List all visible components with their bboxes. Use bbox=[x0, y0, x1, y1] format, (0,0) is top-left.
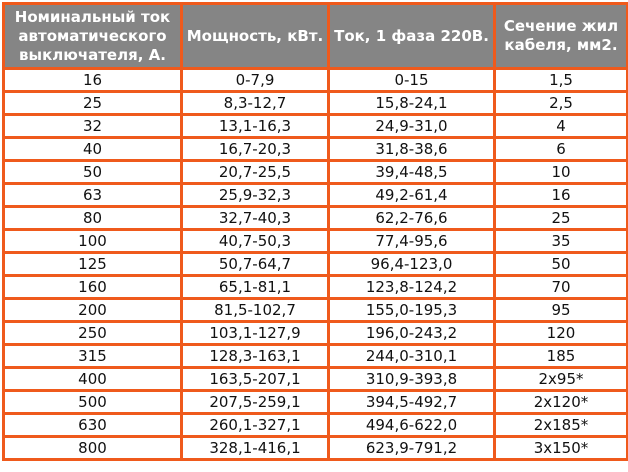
table-cell: 16,7-20,3 bbox=[180, 136, 330, 162]
table-cell: 96,4-123,0 bbox=[327, 251, 496, 277]
table-row: 50 20,7-25,5 39,4-48,5 10 bbox=[2, 159, 628, 185]
header-cell: Мощность, кВт. bbox=[180, 2, 330, 70]
table-cell: 800 bbox=[2, 435, 183, 461]
table-cell: 77,4-95,6 bbox=[327, 228, 496, 254]
table-cell: 32,7-40,3 bbox=[180, 205, 330, 231]
table-cell: 25 bbox=[493, 205, 628, 231]
table-row: 200 81,5-102,7 155,0-195,3 95 bbox=[2, 297, 628, 323]
table-cell: 400 bbox=[2, 366, 183, 392]
table-cell: 35 bbox=[493, 228, 628, 254]
table-row: 100 40,7-50,3 77,4-95,6 35 bbox=[2, 228, 628, 254]
table-cell: 207,5-259,1 bbox=[180, 389, 330, 415]
table-cell: 163,5-207,1 bbox=[180, 366, 330, 392]
table-row: 250 103,1-127,9 196,0-243,2 120 bbox=[2, 320, 628, 346]
power-table: Номинальный ток автоматического выключат… bbox=[2, 2, 628, 461]
table-cell: 65,1-81,1 bbox=[180, 274, 330, 300]
table-cell: 16 bbox=[493, 182, 628, 208]
table-body: 16 0-7,9 0-15 1,5 25 8,3-12,7 15,8-24,1 2,5 32 13… bbox=[2, 67, 628, 461]
table-cell: 40,7-50,3 bbox=[180, 228, 330, 254]
table-cell: 16 bbox=[2, 67, 183, 93]
table-row: 500 207,5-259,1 394,5-492,7 2х120* bbox=[2, 389, 628, 415]
table-cell: 3х150* bbox=[493, 435, 628, 461]
table-row: 125 50,7-64,7 96,4-123,0 50 bbox=[2, 251, 628, 277]
table-cell: 25 bbox=[2, 90, 183, 116]
table-cell: 20,7-25,5 bbox=[180, 159, 330, 185]
table-cell: 2х185* bbox=[493, 412, 628, 438]
table-cell: 25,9-32,3 bbox=[180, 182, 330, 208]
table-cell: 40 bbox=[2, 136, 183, 162]
table-cell: 39,4-48,5 bbox=[327, 159, 496, 185]
table-row: 400 163,5-207,1 310,9-393,8 2х95* bbox=[2, 366, 628, 392]
table-cell: 260,1-327,1 bbox=[180, 412, 330, 438]
table-cell: 315 bbox=[2, 343, 183, 369]
table-cell: 128,3-163,1 bbox=[180, 343, 330, 369]
table-row: 63 25,9-32,3 49,2-61,4 16 bbox=[2, 182, 628, 208]
table-cell: 10 bbox=[493, 159, 628, 185]
table-cell: 50 bbox=[2, 159, 183, 185]
table-cell: 80 bbox=[2, 205, 183, 231]
table-cell: 31,8-38,6 bbox=[327, 136, 496, 162]
table-cell: 103,1-127,9 bbox=[180, 320, 330, 346]
table-cell: 630 bbox=[2, 412, 183, 438]
table-row: 315 128,3-163,1 244,0-310,1 185 bbox=[2, 343, 628, 369]
table-cell: 200 bbox=[2, 297, 183, 323]
table-cell: 120 bbox=[493, 320, 628, 346]
table-row: 25 8,3-12,7 15,8-24,1 2,5 bbox=[2, 90, 628, 116]
table-cell: 8,3-12,7 bbox=[180, 90, 330, 116]
table-row: 40 16,7-20,3 31,8-38,6 6 bbox=[2, 136, 628, 162]
table-cell: 15,8-24,1 bbox=[327, 90, 496, 116]
table-cell: 244,0-310,1 bbox=[327, 343, 496, 369]
table-cell: 0-15 bbox=[327, 67, 496, 93]
table-cell: 2,5 bbox=[493, 90, 628, 116]
header-cell: Ток, 1 фаза 220В. bbox=[327, 2, 496, 70]
table-cell: 155,0-195,3 bbox=[327, 297, 496, 323]
header-cell: Номинальный ток автоматического выключат… bbox=[2, 2, 183, 70]
table-cell: 500 bbox=[2, 389, 183, 415]
table-row: 80 32,7-40,3 62,2-76,6 25 bbox=[2, 205, 628, 231]
header-cell: Сечение жил кабеля, мм2. bbox=[493, 2, 628, 70]
table-cell: 62,2-76,6 bbox=[327, 205, 496, 231]
table-cell: 100 bbox=[2, 228, 183, 254]
table-cell: 196,0-243,2 bbox=[327, 320, 496, 346]
table-cell: 310,9-393,8 bbox=[327, 366, 496, 392]
table-row: 160 65,1-81,1 123,8-124,2 70 bbox=[2, 274, 628, 300]
table-cell: 2х120* bbox=[493, 389, 628, 415]
table-cell: 160 bbox=[2, 274, 183, 300]
table-cell: 6 bbox=[493, 136, 628, 162]
table-cell: 24,9-31,0 bbox=[327, 113, 496, 139]
table-row: 800 328,1-416,1 623,9-791,2 3х150* bbox=[2, 435, 628, 461]
table-cell: 623,9-791,2 bbox=[327, 435, 496, 461]
table-cell: 32 bbox=[2, 113, 183, 139]
table-cell: 13,1-16,3 bbox=[180, 113, 330, 139]
header-row: Номинальный ток автоматического выключат… bbox=[2, 2, 628, 70]
table-cell: 4 bbox=[493, 113, 628, 139]
table-cell: 50 bbox=[493, 251, 628, 277]
table-cell: 1,5 bbox=[493, 67, 628, 93]
table-cell: 95 bbox=[493, 297, 628, 323]
table-cell: 394,5-492,7 bbox=[327, 389, 496, 415]
table-row: 32 13,1-16,3 24,9-31,0 4 bbox=[2, 113, 628, 139]
table-cell: 49,2-61,4 bbox=[327, 182, 496, 208]
table-cell: 185 bbox=[493, 343, 628, 369]
table-cell: 250 bbox=[2, 320, 183, 346]
table-cell: 70 bbox=[493, 274, 628, 300]
table-cell: 63 bbox=[2, 182, 183, 208]
table-cell: 123,8-124,2 bbox=[327, 274, 496, 300]
table-cell: 50,7-64,7 bbox=[180, 251, 330, 277]
table-row: 630 260,1-327,1 494,6-622,0 2х185* bbox=[2, 412, 628, 438]
table-cell: 0-7,9 bbox=[180, 67, 330, 93]
table-row: 16 0-7,9 0-15 1,5 bbox=[2, 67, 628, 93]
table-cell: 2х95* bbox=[493, 366, 628, 392]
table-cell: 494,6-622,0 bbox=[327, 412, 496, 438]
table-cell: 328,1-416,1 bbox=[180, 435, 330, 461]
table-cell: 81,5-102,7 bbox=[180, 297, 330, 323]
table-cell: 125 bbox=[2, 251, 183, 277]
